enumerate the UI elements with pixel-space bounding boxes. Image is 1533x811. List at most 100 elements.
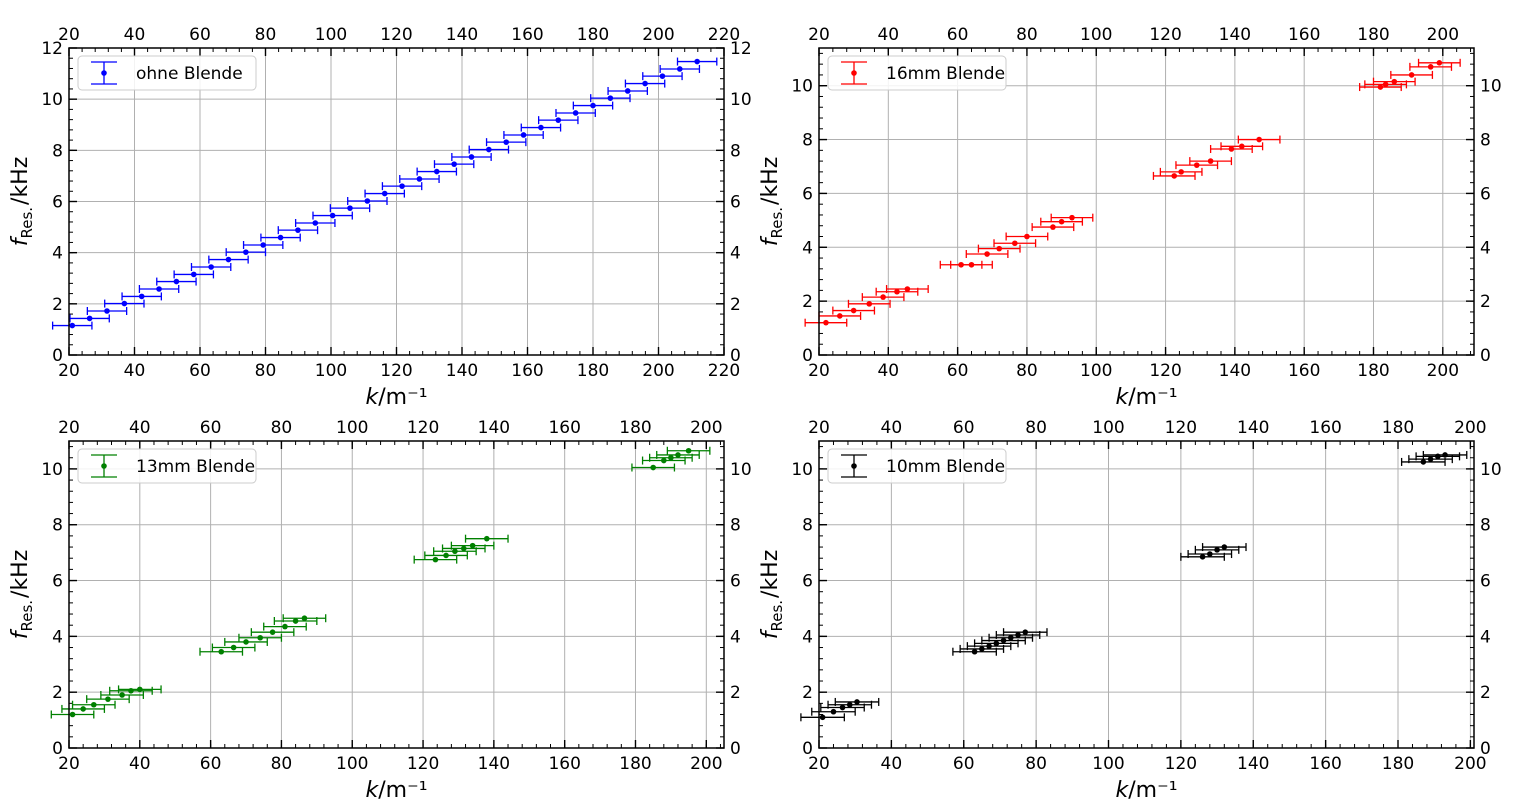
data-point xyxy=(399,183,405,189)
legend: 10mm Blende xyxy=(827,448,1007,484)
data-point xyxy=(676,66,683,72)
data-point xyxy=(823,319,829,326)
data-point xyxy=(225,256,232,263)
data-point xyxy=(282,623,288,630)
data-point xyxy=(1207,551,1213,557)
plot-frame xyxy=(68,440,725,749)
legend-box xyxy=(827,448,1007,484)
x-tick-label-bottom: 120 xyxy=(380,361,412,381)
y-tick-label-left: 8 xyxy=(52,141,63,161)
x-tick-label-top: 80 xyxy=(1016,25,1038,45)
x-tick-label-bottom: 80 xyxy=(1016,361,1038,381)
legend-box xyxy=(827,55,1007,91)
data-point xyxy=(986,643,992,649)
x-tick-label-top: 80 xyxy=(255,25,277,45)
y-tick-label-right: 4 xyxy=(1480,238,1491,258)
data-point xyxy=(854,699,860,705)
legend-box xyxy=(77,55,257,91)
x-tick-label-bottom: 20 xyxy=(808,754,830,774)
x-tick-label-top: 20 xyxy=(808,418,830,438)
y-axis-symbol: f xyxy=(758,235,783,246)
data-point xyxy=(451,161,457,167)
data-point xyxy=(1256,136,1262,143)
y-tick-label-right: 10 xyxy=(1480,77,1502,97)
y-tick-label-left: 4 xyxy=(802,238,813,258)
y-tick-label-right: 2 xyxy=(1480,292,1491,312)
y-tick-label-left: 2 xyxy=(52,295,63,315)
data-point xyxy=(1007,634,1014,641)
x-tick-label-bottom: 40 xyxy=(877,361,899,381)
y-tick-label-left: 0 xyxy=(802,346,813,366)
data-point xyxy=(1015,632,1021,638)
legend-box xyxy=(77,448,257,484)
x-axis-symbol: k xyxy=(1115,385,1129,410)
y-tick-label-right: 2 xyxy=(730,683,741,703)
chart-panel-1: 2020404060608080100100120120140140160160… xyxy=(8,25,752,410)
data-point xyxy=(138,293,145,300)
legend: ohne Blende xyxy=(77,55,257,91)
x-tick-label-bottom: 20 xyxy=(808,361,830,381)
data-point xyxy=(1391,78,1398,85)
y-axis-label: fRes. /kHz xyxy=(758,550,786,640)
y-tick-label-right: 0 xyxy=(1480,739,1491,759)
data-point xyxy=(269,629,276,635)
x-tick-label-bottom: 100 xyxy=(315,361,347,381)
x-tick-label-top: 60 xyxy=(947,25,969,45)
data-point xyxy=(979,646,985,652)
data-series xyxy=(804,58,1461,327)
data-point xyxy=(830,708,837,715)
data-point xyxy=(572,110,579,116)
x-tick-label-bottom: 160 xyxy=(1288,361,1320,381)
y-axis-label: fRes. /kHz xyxy=(8,550,36,640)
data-point xyxy=(460,545,467,552)
y-tick-label-right: 8 xyxy=(1480,131,1491,151)
data-point xyxy=(260,242,267,248)
x-tick-label-top: 20 xyxy=(808,25,830,45)
data-point xyxy=(555,117,562,123)
x-tick-label-top: 40 xyxy=(124,25,146,45)
x-tick-label-top: 200 xyxy=(1454,418,1486,438)
x-tick-label-bottom: 20 xyxy=(58,754,80,774)
x-tick-label-top: 60 xyxy=(200,418,222,438)
data-point xyxy=(503,139,510,145)
data-point xyxy=(347,205,353,211)
data-point xyxy=(69,711,76,718)
data-point xyxy=(243,249,249,255)
data-series xyxy=(50,446,711,719)
data-point xyxy=(119,692,125,698)
data-point xyxy=(668,454,674,461)
data-point xyxy=(483,535,490,542)
data-point xyxy=(416,176,423,182)
data-point xyxy=(295,227,301,233)
data-point xyxy=(208,264,214,270)
x-tick-label-top: 60 xyxy=(953,418,975,438)
x-tick-label-bottom: 100 xyxy=(1092,754,1124,774)
y-tick-label-right: 6 xyxy=(1480,572,1491,592)
y-axis-subscript: Res. xyxy=(768,207,786,239)
x-tick-label-bottom: 60 xyxy=(200,754,222,774)
data-point xyxy=(971,648,978,655)
x-tick-label-top: 140 xyxy=(1219,25,1251,45)
y-tick-label-right: 4 xyxy=(1480,627,1491,647)
major-ticks xyxy=(818,48,1474,356)
x-axis-unit: /m⁻¹ xyxy=(1128,778,1177,803)
data-point xyxy=(243,639,249,645)
x-tick-label-top: 20 xyxy=(58,25,80,45)
major-ticks xyxy=(68,441,724,749)
x-tick-label-top: 180 xyxy=(1382,418,1414,438)
x-tick-label-top: 140 xyxy=(1237,418,1269,438)
x-tick-label-top: 180 xyxy=(1357,25,1389,45)
x-tick-label-bottom: 120 xyxy=(407,754,439,774)
x-tick-label-bottom: 160 xyxy=(511,361,543,381)
legend-label: ohne Blende xyxy=(136,64,243,84)
data-point xyxy=(894,288,900,295)
y-axis-unit: /kHz xyxy=(8,157,33,205)
x-tick-label-bottom: 160 xyxy=(548,754,580,774)
data-point xyxy=(86,315,93,322)
data-point xyxy=(104,308,110,314)
y-axis-label: fRes. /kHz xyxy=(758,157,786,247)
data-point xyxy=(650,464,656,471)
data-point xyxy=(685,447,692,454)
data-point xyxy=(190,271,197,278)
data-point xyxy=(257,634,263,641)
